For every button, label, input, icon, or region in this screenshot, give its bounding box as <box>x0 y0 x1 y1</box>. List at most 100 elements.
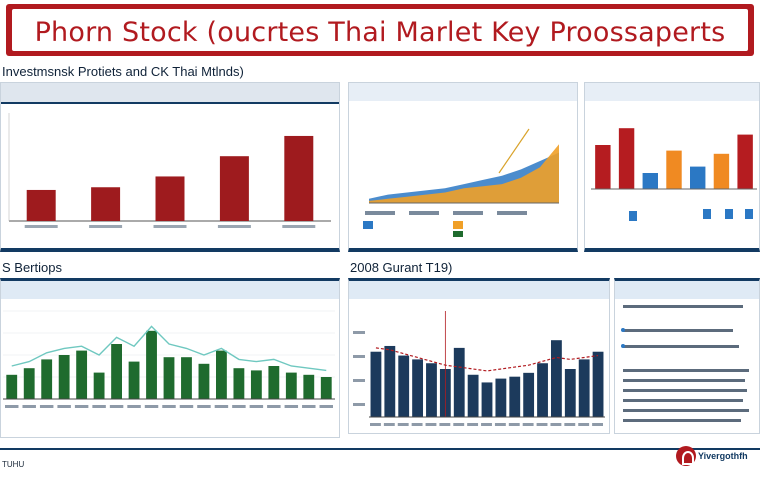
bar <box>198 363 210 399</box>
panel-top-center <box>348 82 578 252</box>
tick-label-placeholder <box>197 405 211 408</box>
bar <box>495 378 507 417</box>
text-line-placeholder <box>623 379 745 382</box>
bar-chart-top-left <box>8 113 331 228</box>
mid-left-heading: S Bertiops <box>2 260 62 275</box>
bar <box>26 189 56 221</box>
bar <box>592 351 604 417</box>
tick-label-placeholder <box>497 211 527 215</box>
tick-label-placeholder <box>127 405 141 408</box>
text-summary-lines <box>621 305 749 422</box>
tick-label-placeholder <box>383 423 395 426</box>
tick-label-placeholder <box>302 405 316 408</box>
bar <box>467 374 479 417</box>
panel-top-right <box>584 82 760 252</box>
area-series <box>369 144 559 203</box>
bar <box>384 345 396 417</box>
bar <box>155 176 185 221</box>
text-line-placeholder <box>623 329 733 332</box>
bullet-icon <box>621 328 625 332</box>
bar <box>595 145 611 189</box>
bar <box>737 134 753 189</box>
bar-line-chart-bottom-center <box>353 311 605 426</box>
bar <box>219 156 249 221</box>
tick-label-placeholder <box>22 405 36 408</box>
tick-label-placeholder <box>144 405 159 408</box>
tick-label-placeholder <box>319 405 333 408</box>
legend-swatch <box>629 211 637 221</box>
panel-bottom-center-header <box>349 281 609 299</box>
y-tick-placeholder <box>353 331 365 334</box>
bar <box>523 372 535 417</box>
bar <box>284 135 314 221</box>
bar <box>128 361 140 399</box>
mid-center-heading: 2008 Gurant T19) <box>350 260 453 275</box>
panel-top-left <box>0 82 340 252</box>
panel-bottom-left-header <box>1 281 339 299</box>
text-line-placeholder <box>623 389 747 392</box>
panel-top-center-header <box>349 83 577 101</box>
title-banner: Phorn Stock (oucrtes Thai Marlet Key Pro… <box>6 4 754 56</box>
bar <box>453 347 465 417</box>
tick-label-placeholder <box>179 405 194 408</box>
legend-swatch <box>745 209 753 219</box>
tick-label-placeholder <box>550 423 562 426</box>
bar <box>642 173 658 189</box>
legend-swatch <box>453 221 463 229</box>
panel-bottom-center <box>348 278 610 434</box>
top-section-heading: Investmsnsk Protiets and CK Thai Mtlnds) <box>2 64 244 79</box>
tick-label-placeholder <box>249 405 264 408</box>
brand-logo-icon <box>676 446 696 466</box>
area-chart-top-center <box>363 128 559 237</box>
bar <box>618 128 635 189</box>
tick-label-placeholder <box>564 423 576 426</box>
bar-tick-mark <box>89 225 123 228</box>
bar <box>578 359 590 417</box>
legend-swatch <box>725 209 733 219</box>
tick-label-placeholder <box>365 211 395 215</box>
bar <box>93 372 105 399</box>
bar <box>268 366 280 399</box>
panel-bottom-right-header <box>615 281 759 299</box>
bar <box>111 344 122 399</box>
tick-label-placeholder <box>39 405 54 408</box>
tick-label-placeholder <box>162 405 176 408</box>
bar-line-chart-bottom-left <box>3 310 335 408</box>
bar <box>412 359 424 417</box>
bar <box>550 340 562 417</box>
bar <box>713 153 730 189</box>
tick-label-placeholder <box>411 423 423 426</box>
bar-tick-mark <box>24 225 58 228</box>
bar <box>509 376 521 417</box>
tick-label-placeholder <box>5 405 19 408</box>
trend-line <box>11 325 327 372</box>
tick-label-placeholder <box>522 423 534 426</box>
legend-swatch <box>453 231 463 237</box>
text-line-placeholder <box>623 345 739 348</box>
bar <box>426 363 437 417</box>
text-line-placeholder <box>623 409 749 412</box>
tick-label-placeholder <box>267 405 281 408</box>
bar <box>233 368 245 399</box>
y-tick-placeholder <box>353 379 365 382</box>
tick-label-placeholder <box>425 423 437 426</box>
bar-tick-mark <box>282 225 316 228</box>
legend-swatch <box>363 221 373 229</box>
annotation-leader-line <box>498 128 530 174</box>
tick-label-placeholder <box>397 423 409 426</box>
panel-bottom-right <box>614 278 760 434</box>
page-title: Phorn Stock (oucrtes Thai Marlet Key Pro… <box>34 17 726 48</box>
bar <box>564 369 576 417</box>
bar <box>58 355 70 399</box>
tick-label-placeholder <box>592 423 603 426</box>
text-line-placeholder <box>623 305 743 308</box>
y-tick-placeholder <box>353 355 365 358</box>
panel-top-right-header <box>585 83 759 101</box>
bar <box>41 359 53 399</box>
brand-name: Yivergothfh <box>698 451 748 461</box>
bar <box>91 187 121 221</box>
tick-label-placeholder <box>494 423 506 426</box>
bar-chart-top-right <box>591 128 757 221</box>
text-line-placeholder <box>623 419 741 422</box>
title-banner-inner: Phorn Stock (oucrtes Thai Marlet Key Pro… <box>12 9 748 51</box>
